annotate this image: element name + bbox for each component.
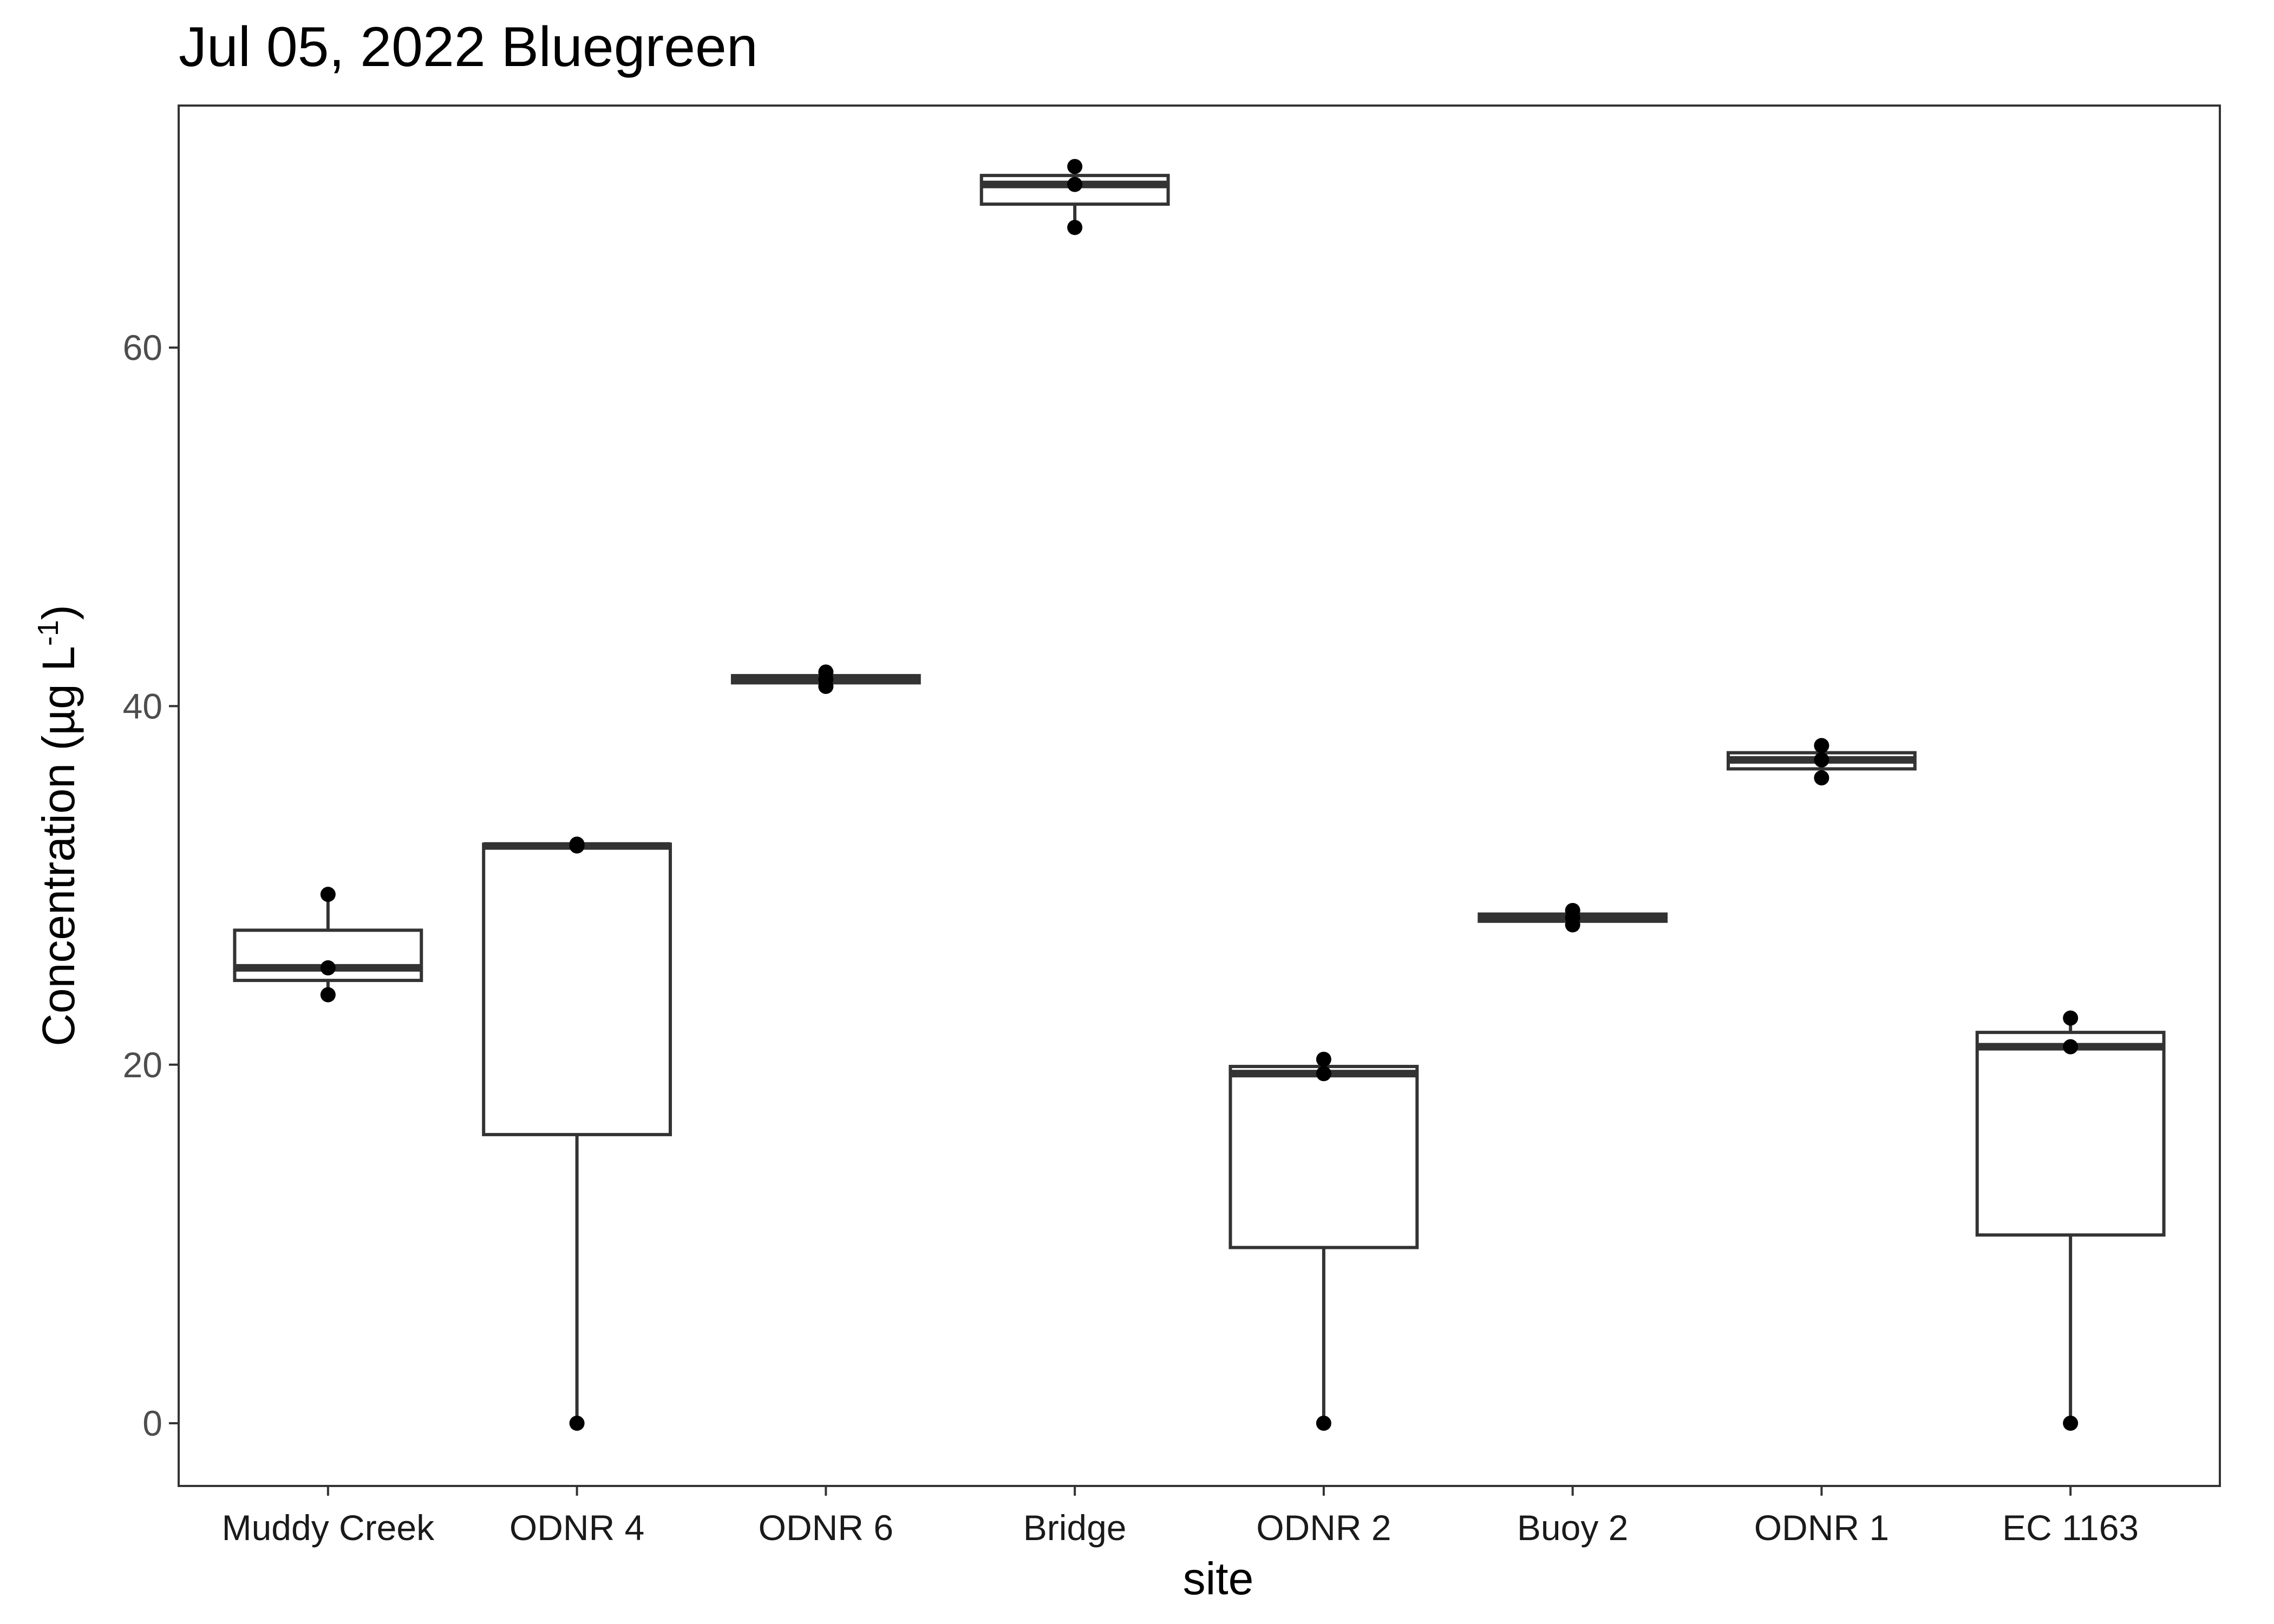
- data-point: [1814, 752, 1829, 768]
- x-tick-label: ODNR 2: [1256, 1508, 1391, 1548]
- box-muddy-creek: [233, 887, 423, 1003]
- data-point: [1565, 902, 1580, 918]
- y-axis-title-superscript: -1: [32, 620, 64, 646]
- box-odnr-1: [1726, 738, 1917, 785]
- data-point: [2063, 1010, 2079, 1026]
- data-point: [1067, 176, 1083, 192]
- chart-title: Jul 05, 2022 Bluegreen: [179, 16, 758, 78]
- x-tick-label: Bridge: [1023, 1508, 1127, 1548]
- y-tick-label: 20: [123, 1045, 162, 1085]
- box-bridge: [979, 159, 1170, 235]
- y-axis-title: Concentration (µg L-1): [32, 605, 84, 1046]
- data-point: [2063, 1416, 2079, 1431]
- box-ec-1163: [1975, 1010, 2166, 1431]
- data-point: [569, 836, 585, 852]
- box-odnr-4: [482, 836, 672, 1431]
- box-buoy-2: [1478, 902, 1668, 933]
- y-tick-label: 40: [123, 686, 162, 726]
- data-point: [818, 664, 834, 680]
- y-axis-ticks: 0 20 40 60: [123, 328, 179, 1443]
- x-axis-title: site: [1183, 1553, 1254, 1604]
- x-tick-label: ODNR 1: [1754, 1508, 1889, 1548]
- y-tick-label: 60: [123, 328, 162, 368]
- data-point: [1814, 770, 1829, 785]
- data-point: [320, 887, 336, 902]
- data-point: [320, 960, 336, 975]
- y-tick-label: 0: [142, 1403, 162, 1443]
- data-point: [1316, 1051, 1331, 1067]
- box-body: [1229, 1065, 1419, 1249]
- box-body: [482, 842, 672, 1136]
- data-point: [1814, 738, 1829, 754]
- plot-area: [233, 159, 2166, 1431]
- data-point: [2063, 1039, 2079, 1055]
- x-tick-label: EC 1163: [2002, 1508, 2139, 1548]
- data-point: [1316, 1416, 1331, 1431]
- box-odnr-6: [730, 664, 921, 694]
- box-body: [1975, 1031, 2166, 1237]
- y-axis-title-suffix: ): [33, 605, 84, 620]
- x-axis-ticks: Muddy Creek ODNR 4 ODNR 6 Bridge ODNR 2 Buoy …: [222, 1486, 2139, 1548]
- data-point: [320, 987, 336, 1003]
- x-tick-label: ODNR 6: [759, 1508, 893, 1548]
- data-point: [1067, 220, 1083, 235]
- x-tick-label: ODNR 4: [509, 1508, 644, 1548]
- x-tick-label: Buoy 2: [1517, 1508, 1628, 1548]
- box-odnr-2: [1229, 1051, 1419, 1431]
- panel-border: [178, 104, 2221, 1487]
- x-tick-label: Muddy Creek: [222, 1508, 435, 1548]
- y-axis-title-base: Concentration (µg L: [33, 646, 84, 1046]
- data-point: [1067, 159, 1083, 174]
- data-point: [569, 1416, 585, 1431]
- data-point: [1316, 1066, 1331, 1082]
